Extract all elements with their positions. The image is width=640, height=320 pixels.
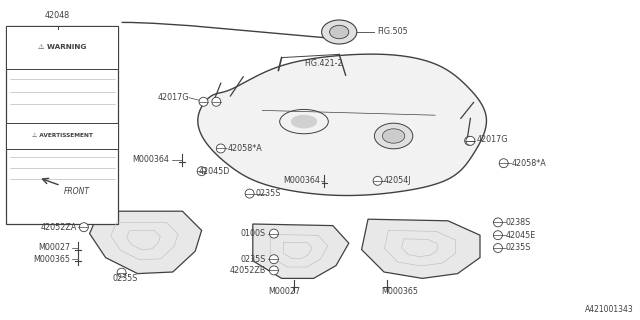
Text: 0235S: 0235S	[506, 244, 531, 252]
Text: 42045D: 42045D	[198, 167, 230, 176]
Text: M00027: M00027	[269, 287, 301, 296]
Text: 42052ZB: 42052ZB	[229, 266, 266, 275]
Text: 42017G: 42017G	[477, 135, 508, 144]
Ellipse shape	[197, 167, 206, 176]
Text: FIG.505: FIG.505	[378, 28, 408, 36]
Text: 0235S: 0235S	[256, 189, 282, 198]
Ellipse shape	[373, 176, 382, 185]
Text: 42017G: 42017G	[157, 93, 189, 102]
Text: 42052ZA: 42052ZA	[40, 223, 77, 232]
Ellipse shape	[493, 244, 502, 252]
Text: 0235S: 0235S	[112, 274, 138, 283]
Polygon shape	[198, 54, 486, 196]
Text: M00027: M00027	[38, 244, 70, 252]
Text: A421001343: A421001343	[585, 305, 634, 314]
Ellipse shape	[383, 129, 405, 143]
Text: 0100S: 0100S	[241, 229, 266, 238]
Text: 42045E: 42045E	[506, 231, 536, 240]
Text: M000364: M000364	[132, 156, 170, 164]
Text: 42054J: 42054J	[384, 176, 412, 185]
FancyBboxPatch shape	[6, 123, 118, 148]
Text: M000365: M000365	[381, 287, 419, 296]
Text: ⚠ WARNING: ⚠ WARNING	[38, 44, 86, 51]
Text: FRONT: FRONT	[64, 187, 90, 196]
Text: FIG.421-2: FIG.421-2	[304, 60, 342, 68]
Ellipse shape	[322, 20, 357, 44]
Text: M000365: M000365	[33, 255, 70, 264]
Polygon shape	[362, 219, 480, 278]
Ellipse shape	[269, 255, 278, 264]
Ellipse shape	[493, 218, 502, 227]
FancyBboxPatch shape	[6, 26, 118, 224]
Ellipse shape	[117, 268, 126, 277]
Polygon shape	[253, 224, 349, 278]
Ellipse shape	[465, 136, 474, 145]
Polygon shape	[90, 211, 202, 274]
Text: 0235S: 0235S	[240, 255, 266, 264]
Ellipse shape	[330, 25, 349, 39]
Ellipse shape	[216, 144, 225, 153]
Ellipse shape	[269, 229, 278, 238]
Ellipse shape	[466, 136, 475, 145]
Ellipse shape	[212, 97, 221, 106]
Ellipse shape	[269, 266, 278, 275]
Ellipse shape	[499, 159, 508, 168]
Text: 42058*A: 42058*A	[512, 159, 547, 168]
Ellipse shape	[199, 97, 208, 106]
Ellipse shape	[493, 231, 502, 240]
Text: 0238S: 0238S	[506, 218, 531, 227]
Text: 42058*A: 42058*A	[227, 144, 262, 153]
Text: M000364: M000364	[283, 176, 320, 185]
Ellipse shape	[374, 123, 413, 149]
Text: 42048: 42048	[45, 12, 70, 20]
Ellipse shape	[245, 189, 254, 198]
FancyBboxPatch shape	[6, 26, 118, 69]
Circle shape	[291, 115, 317, 128]
Text: ⚠ AVERTISSEMENT: ⚠ AVERTISSEMENT	[32, 133, 93, 138]
Ellipse shape	[79, 223, 88, 232]
